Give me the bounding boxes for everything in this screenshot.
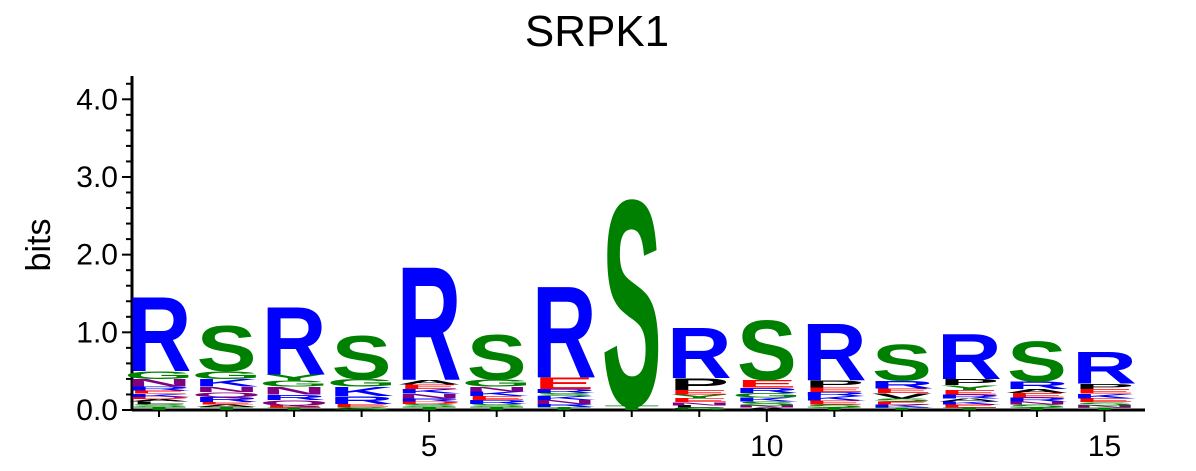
logo-letter-s: S bbox=[737, 303, 797, 399]
logo-stack: TEQRNGYR bbox=[259, 286, 329, 411]
logo-letter-s: S bbox=[332, 324, 392, 393]
logo-stack: TRNKSRER bbox=[532, 258, 597, 411]
logo-letter-r: R bbox=[262, 286, 327, 395]
x-tick-label: 15 bbox=[1088, 430, 1121, 463]
logo-stack: TAERQNKGS bbox=[192, 312, 262, 411]
logo-letter-s: S bbox=[467, 321, 527, 393]
x-tick-label: 10 bbox=[750, 430, 783, 463]
y-axis-label: bits bbox=[20, 219, 58, 272]
y-tick-label: 3.0 bbox=[76, 161, 118, 194]
x-tick-label: 5 bbox=[421, 430, 438, 463]
y-tick-label: 2.0 bbox=[76, 239, 118, 272]
logo-letter-r: R bbox=[802, 307, 867, 398]
logo-letter-r: R bbox=[1072, 343, 1137, 394]
logo-letter-r: R bbox=[397, 232, 462, 414]
logo-letter-s: S bbox=[872, 334, 932, 392]
logo-stack: TKESVERS bbox=[869, 334, 934, 411]
logo-letter-r: R bbox=[127, 275, 192, 394]
logo-letter-r: R bbox=[937, 320, 1002, 393]
y-tick-label: 1.0 bbox=[76, 316, 118, 349]
logo-letter-r: R bbox=[667, 313, 732, 394]
logo-stack: SERKGS bbox=[327, 324, 397, 411]
logo-letter-r: R bbox=[532, 258, 597, 405]
logo-letter-s: S bbox=[602, 140, 662, 469]
logo-stack: TS bbox=[602, 140, 662, 469]
y-tick-label: 0.0 bbox=[76, 394, 118, 427]
y-tick-label: 4.0 bbox=[76, 83, 118, 116]
logo-letter-s: S bbox=[1007, 329, 1067, 393]
chart-title: SRPK1 bbox=[525, 7, 669, 56]
logo-stack: TSREKNGS bbox=[462, 321, 532, 411]
logo-stacks: TSLADKERNGRTAERQNKGSTEQRNGYRSERKGSTSDRNK… bbox=[124, 140, 1137, 469]
logo-letter-s: S bbox=[197, 312, 257, 385]
